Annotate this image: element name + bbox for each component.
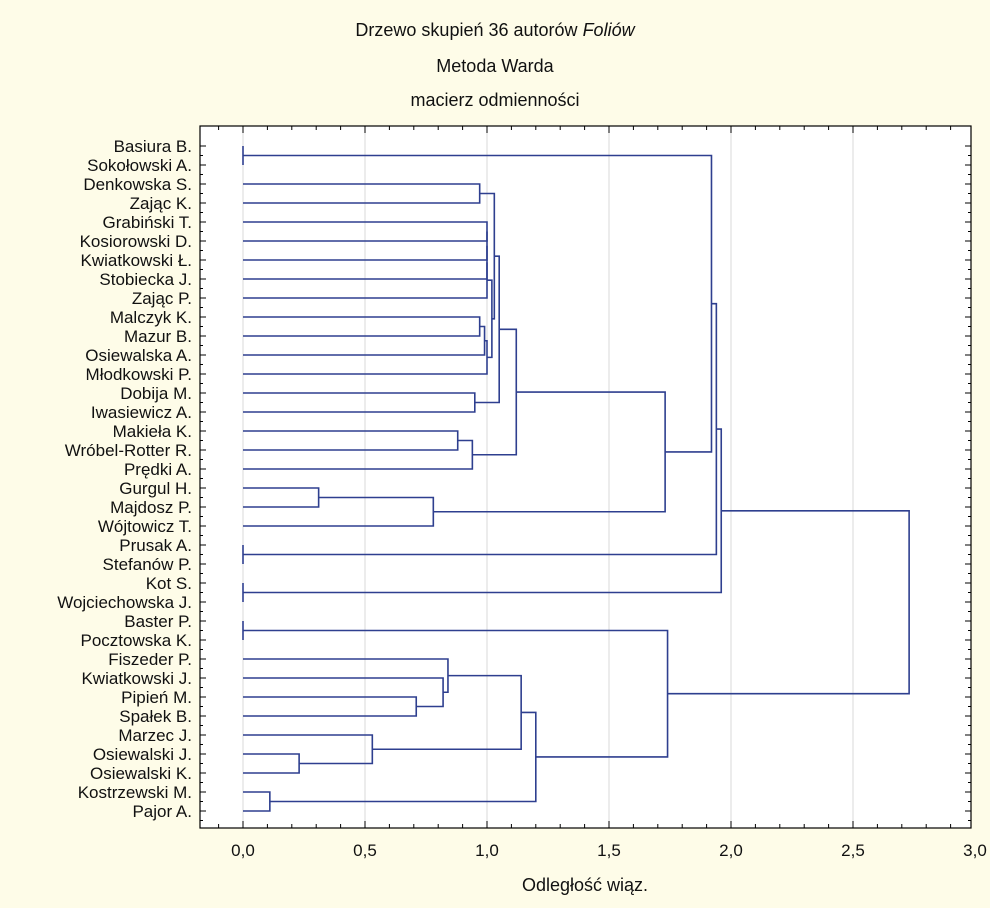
leaf-label: Wróbel-Rotter R. xyxy=(65,441,192,460)
x-tick-label: 0,5 xyxy=(353,841,377,860)
chart-title: Drzewo skupień 36 autorów Foliów xyxy=(0,20,990,41)
leaf-label: Kwiatkowski Ł. xyxy=(81,251,192,270)
leaf-label: Makieła K. xyxy=(113,422,192,441)
leaf-label: Kot S. xyxy=(146,574,192,593)
leaf-label: Stobiecka J. xyxy=(99,270,192,289)
leaf-labels: Basiura B.Sokołowski A.Denkowska S.Zając… xyxy=(57,137,192,821)
leaf-label: Wójtowicz T. xyxy=(98,517,192,536)
leaf-label: Stefanów P. xyxy=(103,555,192,574)
leaf-label: Kwiatkowski J. xyxy=(81,669,192,688)
leaf-label: Spałek B. xyxy=(119,707,192,726)
chart-subtitle-method: Metoda Warda xyxy=(436,56,554,76)
leaf-label: Osiewalski J. xyxy=(93,745,192,764)
leaf-label: Wojciechowska J. xyxy=(57,593,192,612)
x-tick-label: 1,0 xyxy=(475,841,499,860)
leaf-label: Prędki A. xyxy=(124,460,192,479)
leaf-label: Iwasiewicz A. xyxy=(91,403,192,422)
x-axis-label: Odległość wiąz. xyxy=(522,875,648,895)
chart-subtitle-matrix: macierz odmienności xyxy=(410,90,580,110)
leaf-label: Sokołowski A. xyxy=(87,156,192,175)
leaf-label: Pipień M. xyxy=(121,688,192,707)
leaf-label: Majdosz P. xyxy=(110,498,192,517)
x-tick-label: 2,5 xyxy=(841,841,865,860)
plot-area xyxy=(199,125,972,829)
leaf-label: Zając P. xyxy=(132,289,192,308)
leaf-label: Dobija M. xyxy=(120,384,192,403)
leaf-label: Marzec J. xyxy=(118,726,192,745)
leaf-label: Mazur B. xyxy=(124,327,192,346)
x-tick-label: 2,0 xyxy=(719,841,743,860)
tick-marks xyxy=(200,126,971,828)
leaf-label: Gurgul H. xyxy=(119,479,192,498)
leaf-label: Basiura B. xyxy=(114,137,192,156)
chart-title-main: Drzewo skupień 36 autorów xyxy=(355,20,578,40)
dendrogram-links xyxy=(242,146,910,812)
x-tick-label: 0,0 xyxy=(231,841,255,860)
leaf-label: Grabiński T. xyxy=(103,213,192,232)
leaf-label: Baster P. xyxy=(124,612,192,631)
leaf-label: Malczyk K. xyxy=(110,308,192,327)
leaf-label: Zając K. xyxy=(130,194,192,213)
leaf-label: Osiewalska A. xyxy=(85,346,192,365)
leaf-label: Denkowska S. xyxy=(83,175,192,194)
dendrogram-link xyxy=(667,509,910,695)
leaf-label: Pocztowska K. xyxy=(81,631,193,650)
x-tick-labels: 0,0 0,5 1,0 1,5 2,0 2,5 3,0 xyxy=(231,841,987,860)
chart-title-italic: Foliów xyxy=(582,20,635,40)
dendrogram-link xyxy=(243,262,488,299)
leaf-label: Osiewalski K. xyxy=(90,764,192,783)
x-tick-label: 1,5 xyxy=(597,841,621,860)
leaf-label: Kostrzewski M. xyxy=(78,783,192,802)
x-tick-label: 3,0 xyxy=(963,841,987,860)
leaf-label: Młodkowski P. xyxy=(86,365,192,384)
leaf-label: Prusak A. xyxy=(119,536,192,555)
leaf-label: Fiszeder P. xyxy=(108,650,192,669)
leaf-label: Kosiorowski D. xyxy=(80,232,192,251)
leaf-label: Pajor A. xyxy=(132,802,192,821)
